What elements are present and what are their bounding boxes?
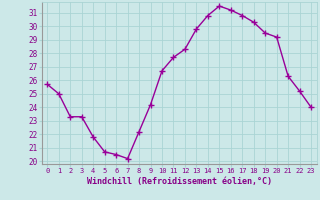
X-axis label: Windchill (Refroidissement éolien,°C): Windchill (Refroidissement éolien,°C)	[87, 177, 272, 186]
